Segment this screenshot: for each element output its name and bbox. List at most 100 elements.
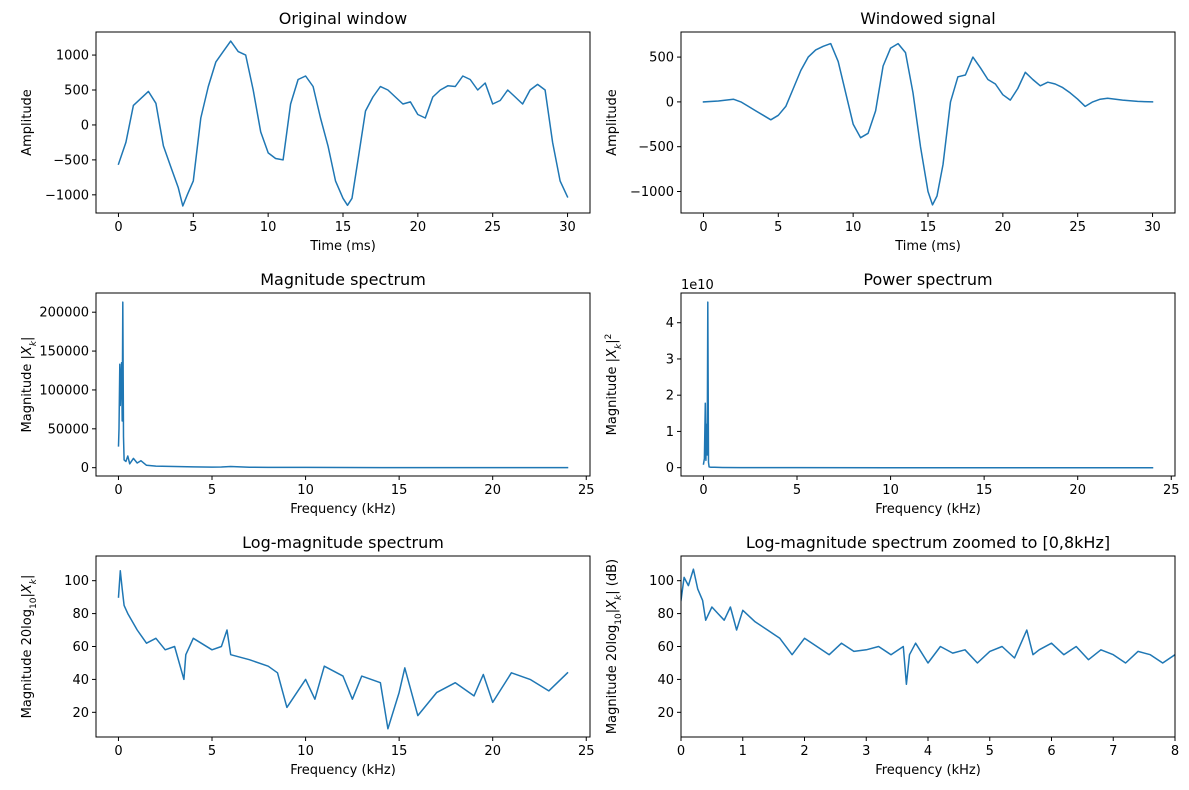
axes-frame: [680, 292, 1176, 477]
y-tick-label: 40: [657, 673, 674, 688]
y-tick-label: 100: [64, 574, 89, 589]
x-tick-label: 3: [862, 744, 870, 759]
x-tick-label: 25: [1163, 483, 1180, 498]
x-tick-label: 5: [793, 483, 801, 498]
y-tick-label: −500: [53, 153, 89, 168]
y-tick-label: −1000: [630, 185, 674, 200]
x-tick-label: 0: [699, 220, 707, 235]
panel-original-window: 0 5 10 15 20 25 30 −1000 −500 0 500 1000 Original wi…: [20, 9, 591, 254]
x-axis-label: Frequency (kHz): [875, 502, 981, 517]
x-tick-label: 30: [1144, 220, 1161, 235]
y-tick-label: 100000: [39, 383, 89, 398]
x-tick-label: 0: [114, 483, 122, 498]
y-offset-label: 1e10: [681, 278, 714, 293]
x-tick-label: 10: [882, 483, 899, 498]
x-axis-label: Time (ms): [894, 239, 961, 254]
y-tick-label: 80: [72, 607, 89, 622]
x-axis-label: Time (ms): [309, 239, 376, 254]
x-tick-label: 5: [208, 483, 216, 498]
y-tick-label: 1000: [56, 49, 89, 64]
x-tick-label: 10: [297, 744, 314, 759]
y-tick-label: 40: [72, 673, 89, 688]
x-tick-label: 25: [578, 483, 595, 498]
x-tick-label: 1: [739, 744, 747, 759]
series-line-log-magnitude-zoom: [681, 568, 1175, 686]
x-tick-label: 5: [986, 744, 994, 759]
x-tick-label: 30: [559, 220, 576, 235]
y-axis-label: Amplitude: [605, 89, 620, 156]
x-tick-label: 20: [410, 220, 427, 235]
y-tick-label: 0: [666, 461, 674, 476]
panel-power-spectrum: 0 5 10 15 20 25 0 1 2 3 4 Power spectrum Frequency (…: [604, 270, 1180, 517]
panel-windowed-signal: 0 5 10 15 20 25 30 −1000 −500 0 500 Windowed signal…: [605, 9, 1176, 254]
x-tick-label: 10: [297, 483, 314, 498]
x-tick-label: 20: [995, 220, 1012, 235]
y-tick-label: −1000: [45, 188, 89, 203]
axes-frame: [95, 31, 591, 214]
chart-title: Log-magnitude spectrum zoomed to [0,8kHz…: [746, 533, 1110, 552]
panel-magnitude-spectrum: 0 5 10 15 20 25 0 50000 100000 150000 200000 Magnit…: [20, 270, 595, 517]
x-tick-label: 25: [1069, 220, 1086, 235]
x-tick-label: 10: [260, 220, 277, 235]
x-tick-label: 20: [1069, 483, 1086, 498]
x-tick-label: 6: [1047, 744, 1055, 759]
y-tick-label: 500: [64, 84, 89, 99]
y-tick-label: 50000: [48, 422, 89, 437]
x-tick-label: 15: [391, 483, 408, 498]
panel-log-magnitude-spectrum: 0 5 10 15 20 25 20 40 60 80 100 Log-magnitude spect…: [20, 533, 595, 778]
x-tick-label: 25: [578, 744, 595, 759]
y-tick-label: 0: [81, 461, 89, 476]
y-tick-label: 100: [649, 574, 674, 589]
x-tick-label: 10: [845, 220, 862, 235]
series-line-power: [702, 301, 1154, 469]
x-tick-label: 15: [976, 483, 993, 498]
y-tick-label: 60: [657, 640, 674, 655]
y-tick-label: 2: [666, 389, 674, 404]
y-axis-label: Amplitude: [20, 89, 35, 156]
axes-frame: [680, 31, 1176, 214]
x-tick-label: 0: [114, 220, 122, 235]
y-tick-label: 3: [666, 352, 674, 367]
y-axis-label: Magnitude 20log10|Xk| (dB): [605, 559, 624, 734]
x-tick-label: 25: [484, 220, 501, 235]
x-tick-label: 2: [800, 744, 808, 759]
x-tick-label: 20: [484, 744, 501, 759]
y-tick-label: 60: [72, 640, 89, 655]
series-line-signal: [117, 40, 569, 207]
x-tick-label: 0: [699, 483, 707, 498]
x-axis-label: Frequency (kHz): [290, 502, 396, 517]
y-tick-label: −500: [638, 140, 674, 155]
x-tick-label: 8: [1171, 744, 1179, 759]
chart-title: Log-magnitude spectrum: [242, 533, 444, 552]
x-tick-label: 0: [114, 744, 122, 759]
y-tick-label: 1: [666, 425, 674, 440]
x-tick-label: 15: [391, 744, 408, 759]
x-tick-label: 20: [484, 483, 501, 498]
x-axis-label: Frequency (kHz): [875, 763, 981, 778]
x-tick-label: 7: [1109, 744, 1117, 759]
chart-title: Magnitude spectrum: [260, 270, 426, 289]
axes-frame: [680, 555, 1176, 738]
x-tick-label: 0: [677, 744, 685, 759]
chart-title: Windowed signal: [860, 9, 996, 28]
y-tick-label: 200000: [39, 306, 89, 321]
x-tick-label: 15: [920, 220, 937, 235]
y-tick-label: 0: [81, 118, 89, 133]
chart-title: Power spectrum: [863, 270, 992, 289]
y-tick-label: 150000: [39, 345, 89, 360]
series-line-log-magnitude: [117, 570, 569, 730]
y-tick-label: 500: [649, 51, 674, 66]
y-axis-label: Magnitude |Xk|: [20, 337, 39, 433]
axes-frame: [95, 555, 591, 738]
y-tick-label: 20: [72, 706, 89, 721]
y-tick-label: 0: [666, 95, 674, 110]
y-axis-label: Magnitude 20log10|Xk|: [20, 575, 39, 719]
panel-log-magnitude-zoomed: 0 1 2 3 4 5 6 7 8 20 40 60 80 100 Log-magnitude spectr…: [605, 533, 1179, 778]
x-tick-label: 4: [924, 744, 932, 759]
x-tick-label: 15: [335, 220, 352, 235]
x-tick-label: 5: [208, 744, 216, 759]
chart-title: Original window: [279, 9, 407, 28]
series-line-magnitude: [117, 301, 569, 469]
y-axis-label: Magnitude |Xk|2: [604, 334, 624, 436]
